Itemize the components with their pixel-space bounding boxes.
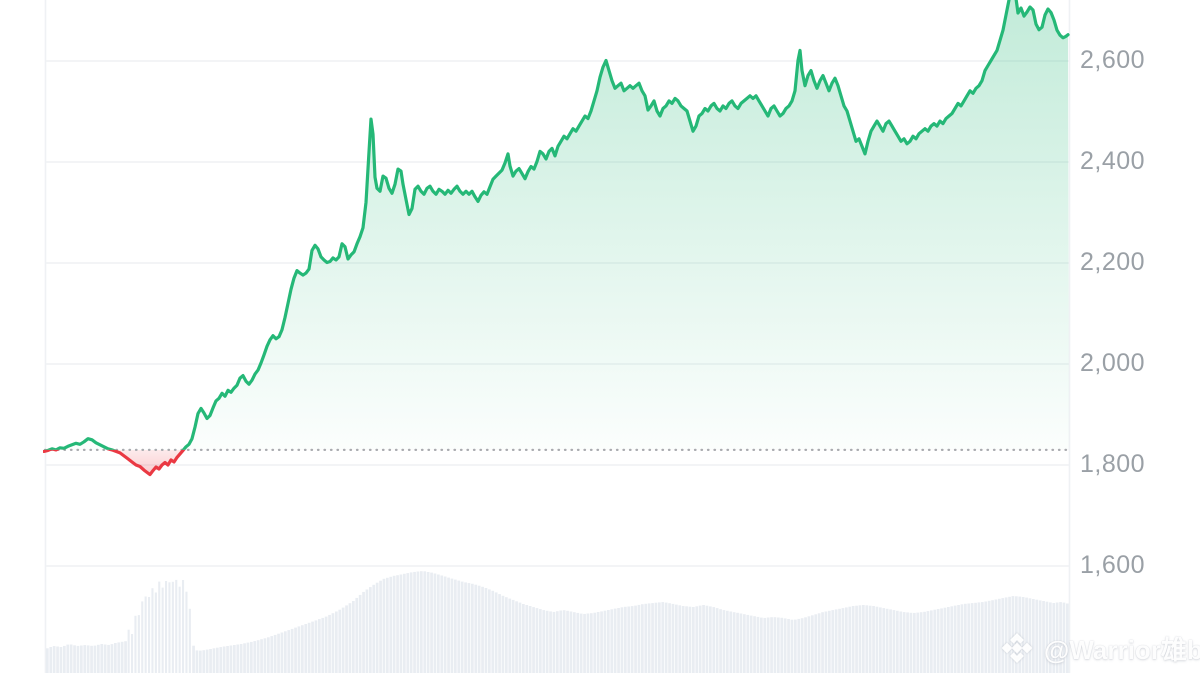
price-area-above-baseline xyxy=(44,0,1069,450)
y-axis-label: 2,200 xyxy=(1080,248,1146,276)
y-axis-label: 1,800 xyxy=(1080,450,1146,478)
y-axis-label: 2,400 xyxy=(1080,147,1146,175)
volume-bars xyxy=(46,571,1069,673)
price-line-up xyxy=(43,0,1070,450)
y-axis-label: 2,600 xyxy=(1080,46,1146,74)
price-area-below-baseline xyxy=(44,449,184,475)
y-axis-label: 1,600 xyxy=(1080,551,1146,579)
y-axis-label: 2,000 xyxy=(1080,349,1146,377)
